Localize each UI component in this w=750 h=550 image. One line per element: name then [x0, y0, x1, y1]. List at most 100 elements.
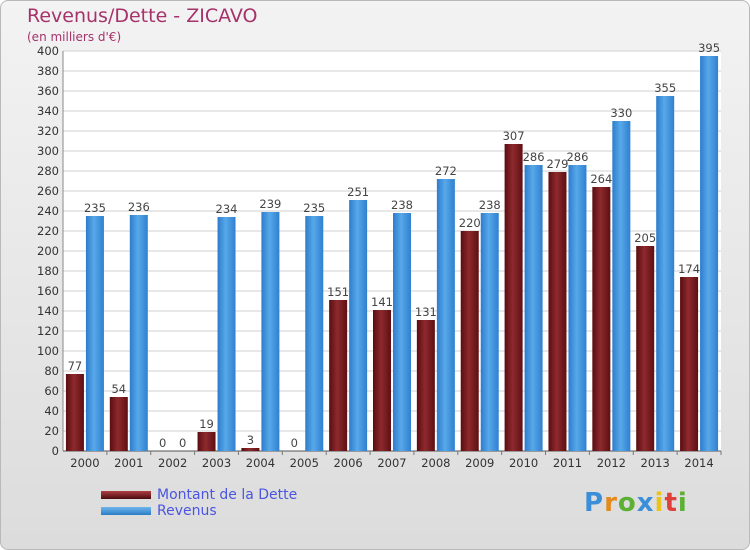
- data-label: 279: [546, 157, 568, 171]
- data-label: 238: [391, 198, 413, 212]
- y-tick-label: 220: [37, 224, 59, 238]
- bar-revenus: [217, 217, 236, 451]
- y-tick-label: 200: [37, 244, 59, 258]
- bar-dette: [592, 187, 611, 451]
- data-label: 174: [678, 262, 700, 276]
- y-tick-label: 40: [44, 404, 59, 418]
- y-tick-label: 60: [44, 384, 59, 398]
- y-tick-label: 160: [37, 284, 59, 298]
- y-tick-label: 300: [37, 144, 59, 158]
- y-tick-label: 180: [37, 264, 59, 278]
- y-tick-label: 260: [37, 184, 59, 198]
- data-label: 19: [199, 417, 214, 431]
- y-tick-label: 20: [44, 424, 59, 438]
- bar-revenus: [85, 216, 104, 451]
- chart-title: Revenus/Dette - ZICAVO: [27, 5, 258, 27]
- data-label: 234: [216, 202, 238, 216]
- data-label: 3: [247, 433, 254, 447]
- bar-revenus: [700, 56, 719, 451]
- bar-revenus: [524, 165, 543, 451]
- y-tick-label: 400: [37, 44, 59, 58]
- data-label: 131: [415, 305, 437, 319]
- data-label: 236: [128, 200, 150, 214]
- x-tick-label: 2009: [465, 456, 494, 470]
- data-label: 395: [698, 41, 720, 55]
- bar-revenus: [349, 200, 368, 451]
- legend-label-revenus: Revenus: [157, 503, 217, 519]
- bar-revenus: [305, 216, 324, 451]
- bar-revenus: [261, 212, 280, 451]
- legend-item-dette: Montant de la Dette: [101, 487, 297, 503]
- x-tick-label: 2012: [597, 456, 626, 470]
- y-tick-label: 0: [52, 444, 59, 458]
- y-tick-label: 100: [37, 344, 59, 358]
- data-label: 239: [259, 197, 281, 211]
- y-tick-label: 320: [37, 124, 59, 138]
- y-tick-label: 120: [37, 324, 59, 338]
- bar-revenus: [656, 96, 675, 451]
- bar-dette: [329, 300, 348, 451]
- y-tick-label: 280: [37, 164, 59, 178]
- data-label: 238: [479, 198, 501, 212]
- x-tick-label: 2003: [202, 456, 231, 470]
- bar-dette: [241, 448, 260, 451]
- y-tick-label: 360: [37, 84, 59, 98]
- x-tick-label: 2005: [290, 456, 319, 470]
- data-label: 286: [566, 150, 588, 164]
- data-label: 0: [291, 436, 298, 450]
- bar-revenus: [436, 179, 455, 451]
- x-tick-label: 2000: [70, 456, 99, 470]
- data-label: 355: [654, 81, 676, 95]
- y-tick-label: 80: [44, 364, 59, 378]
- bar-revenus: [612, 121, 631, 451]
- bar-dette: [197, 432, 216, 451]
- chart-subtitle: (en milliers d'€): [27, 30, 122, 44]
- bar-dette: [460, 231, 479, 451]
- bar-revenus: [129, 215, 148, 451]
- legend-label-dette: Montant de la Dette: [157, 487, 298, 503]
- bar-revenus: [393, 213, 411, 451]
- bar-dette: [416, 320, 435, 451]
- x-tick-label: 2007: [377, 456, 406, 470]
- y-tick-label: 140: [37, 304, 59, 318]
- legend-swatch-revenus: [101, 507, 151, 515]
- data-label: 54: [111, 382, 126, 396]
- legend-item-revenus: Revenus: [101, 503, 297, 519]
- x-tick-label: 2006: [333, 456, 362, 470]
- y-tick-label: 240: [37, 204, 59, 218]
- legend-swatch-dette: [101, 491, 151, 499]
- x-tick-label: 2013: [641, 456, 670, 470]
- data-label: 220: [459, 216, 481, 230]
- bar-dette: [109, 397, 128, 451]
- bar-dette: [548, 172, 567, 451]
- data-label: 0: [179, 436, 186, 450]
- y-tick-label: 340: [37, 104, 59, 118]
- data-label: 272: [435, 164, 457, 178]
- data-label: 264: [590, 172, 612, 186]
- data-label: 235: [84, 201, 106, 215]
- data-label: 330: [610, 106, 632, 120]
- bar-dette: [636, 246, 655, 451]
- data-label: 286: [523, 150, 545, 164]
- x-tick-label: 2008: [421, 456, 450, 470]
- bar-dette: [65, 374, 84, 451]
- bar-dette: [680, 277, 699, 451]
- data-label: 151: [327, 285, 349, 299]
- data-label: 77: [68, 359, 83, 373]
- data-label: 0: [159, 436, 166, 450]
- data-label: 205: [634, 231, 656, 245]
- legend: Montant de la Dette Revenus: [101, 487, 297, 519]
- x-tick-label: 2002: [158, 456, 187, 470]
- data-label: 307: [503, 129, 525, 143]
- x-tick-label: 2011: [553, 456, 582, 470]
- data-label: 251: [347, 185, 369, 199]
- bar-dette: [373, 310, 391, 451]
- x-tick-label: 2004: [246, 456, 275, 470]
- y-tick-label: 380: [37, 64, 59, 78]
- x-tick-label: 2001: [114, 456, 143, 470]
- bar-revenus: [568, 165, 587, 451]
- data-label: 141: [371, 295, 393, 309]
- bar-revenus: [480, 213, 499, 451]
